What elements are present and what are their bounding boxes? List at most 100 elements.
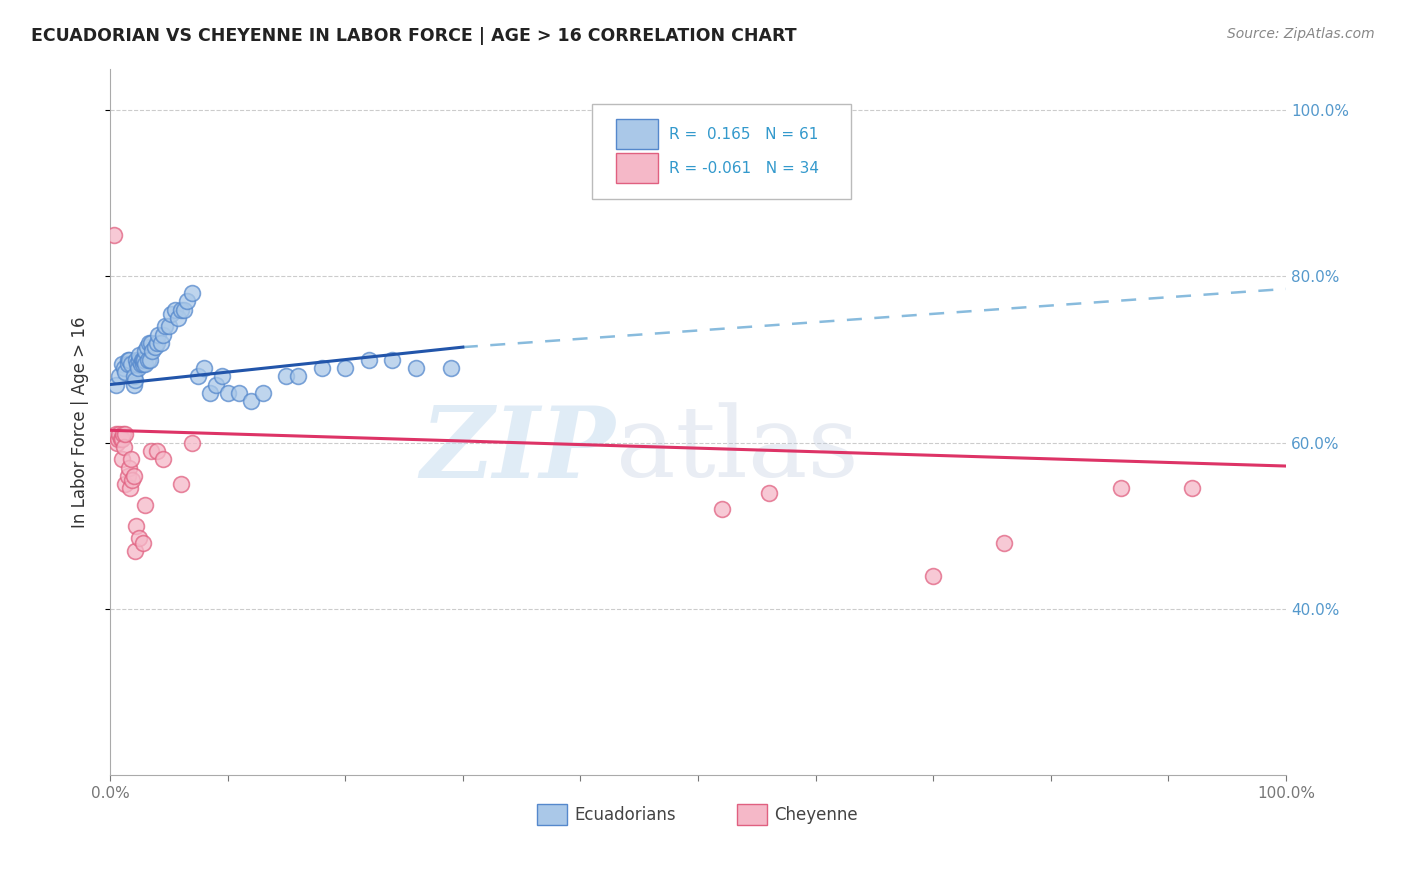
Point — [122, 369, 145, 384]
Point — [117, 352, 139, 367]
Point — [120, 452, 142, 467]
Point — [111, 427, 134, 442]
Point — [128, 352, 150, 367]
Text: ECUADORIAN VS CHEYENNE IN LABOR FORCE | AGE > 16 CORRELATION CHART: ECUADORIAN VS CHEYENNE IN LABOR FORCE | … — [31, 27, 797, 45]
FancyBboxPatch shape — [537, 805, 568, 825]
Point — [205, 377, 228, 392]
Point — [132, 352, 155, 367]
Point — [114, 427, 136, 442]
Point — [139, 352, 162, 367]
Point — [114, 477, 136, 491]
Text: Cheyenne: Cheyenne — [775, 806, 858, 824]
Point — [240, 394, 263, 409]
Point — [111, 452, 134, 467]
Point — [993, 535, 1015, 549]
Y-axis label: In Labor Force | Age > 16: In Labor Force | Age > 16 — [72, 316, 89, 528]
Point — [131, 352, 153, 367]
Point — [117, 357, 139, 371]
Point — [176, 294, 198, 309]
Point — [217, 385, 239, 400]
FancyBboxPatch shape — [592, 103, 851, 199]
Point — [143, 340, 166, 354]
Text: R = -0.061   N = 34: R = -0.061 N = 34 — [669, 161, 818, 176]
Point — [118, 460, 141, 475]
Point — [111, 432, 134, 446]
Point — [169, 477, 191, 491]
Text: R =  0.165   N = 61: R = 0.165 N = 61 — [669, 127, 818, 142]
Point — [211, 369, 233, 384]
Point — [124, 373, 146, 387]
Point — [125, 352, 148, 367]
Point — [169, 302, 191, 317]
Point — [146, 335, 169, 350]
Point — [146, 444, 169, 458]
Point — [125, 519, 148, 533]
Point — [187, 369, 209, 384]
Point — [103, 227, 125, 242]
Point — [198, 385, 221, 400]
Point — [128, 348, 150, 362]
Point — [111, 357, 134, 371]
Point — [440, 360, 463, 375]
Point — [114, 365, 136, 379]
Point — [157, 319, 180, 334]
FancyBboxPatch shape — [737, 805, 768, 825]
Point — [181, 435, 204, 450]
Point — [922, 569, 945, 583]
Point — [335, 360, 357, 375]
Point — [167, 311, 190, 326]
Point — [127, 360, 149, 375]
Point — [127, 357, 149, 371]
Point — [276, 369, 298, 384]
Text: ZIP: ZIP — [420, 402, 616, 499]
Point — [120, 482, 142, 496]
Point — [110, 432, 132, 446]
Point — [148, 327, 170, 342]
Point — [138, 335, 160, 350]
Point — [112, 440, 135, 454]
Point — [105, 435, 128, 450]
Point — [1111, 482, 1133, 496]
Point — [710, 502, 733, 516]
Point — [135, 340, 157, 354]
Point — [128, 532, 150, 546]
Point — [1181, 482, 1204, 496]
FancyBboxPatch shape — [616, 120, 658, 149]
Point — [163, 302, 186, 317]
Point — [107, 432, 129, 446]
Point — [122, 469, 145, 483]
Point — [141, 344, 163, 359]
Point — [287, 369, 309, 384]
Point — [141, 335, 163, 350]
Point — [381, 352, 404, 367]
Point — [132, 535, 155, 549]
Point — [136, 352, 159, 367]
Point — [108, 369, 131, 384]
Point — [141, 444, 163, 458]
Point — [311, 360, 333, 375]
Point — [758, 485, 780, 500]
Point — [120, 357, 142, 371]
Point — [181, 286, 204, 301]
Point — [112, 360, 135, 375]
Point — [173, 302, 195, 317]
Point — [122, 377, 145, 392]
Point — [134, 498, 156, 512]
Point — [134, 352, 156, 367]
Point — [117, 469, 139, 483]
Point — [149, 335, 172, 350]
Point — [132, 357, 155, 371]
Point — [118, 352, 141, 367]
Point — [357, 352, 380, 367]
Point — [108, 427, 131, 442]
Point — [104, 377, 127, 392]
Point — [129, 357, 152, 371]
Text: Source: ZipAtlas.com: Source: ZipAtlas.com — [1227, 27, 1375, 41]
Point — [228, 385, 250, 400]
Point — [121, 473, 143, 487]
Point — [104, 427, 127, 442]
Point — [134, 357, 156, 371]
FancyBboxPatch shape — [616, 153, 658, 183]
Text: Ecuadorians: Ecuadorians — [575, 806, 676, 824]
Point — [124, 544, 146, 558]
